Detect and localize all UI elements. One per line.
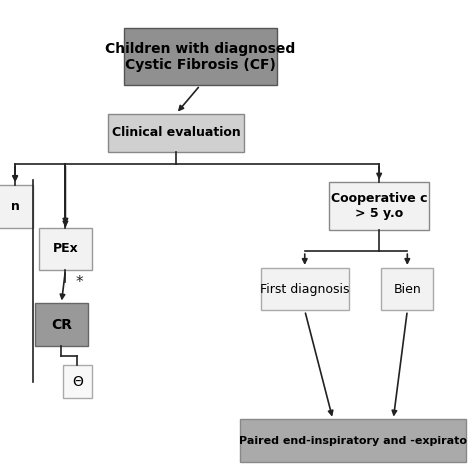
FancyBboxPatch shape [381, 268, 433, 310]
FancyBboxPatch shape [329, 182, 429, 230]
FancyBboxPatch shape [124, 28, 277, 85]
Text: PEx: PEx [53, 242, 78, 255]
Text: CR: CR [51, 318, 72, 332]
FancyBboxPatch shape [261, 268, 349, 310]
Text: Θ: Θ [72, 374, 83, 389]
Text: *: * [75, 274, 83, 290]
FancyBboxPatch shape [64, 365, 91, 398]
FancyBboxPatch shape [108, 114, 245, 152]
Text: n: n [11, 200, 19, 213]
Text: Children with diagnosed
Cystic Fibrosis (CF): Children with diagnosed Cystic Fibrosis … [105, 42, 295, 72]
Text: Bien: Bien [393, 283, 421, 296]
FancyBboxPatch shape [0, 185, 33, 228]
Text: First diagnosis: First diagnosis [260, 283, 349, 296]
Text: Cooperative c
> 5 y.o: Cooperative c > 5 y.o [331, 192, 428, 220]
Text: Clinical evaluation: Clinical evaluation [112, 126, 240, 139]
FancyBboxPatch shape [39, 228, 91, 270]
FancyBboxPatch shape [35, 303, 88, 346]
Text: Paired end-inspiratory and -expirato: Paired end-inspiratory and -expirato [239, 436, 467, 446]
FancyBboxPatch shape [240, 419, 465, 462]
